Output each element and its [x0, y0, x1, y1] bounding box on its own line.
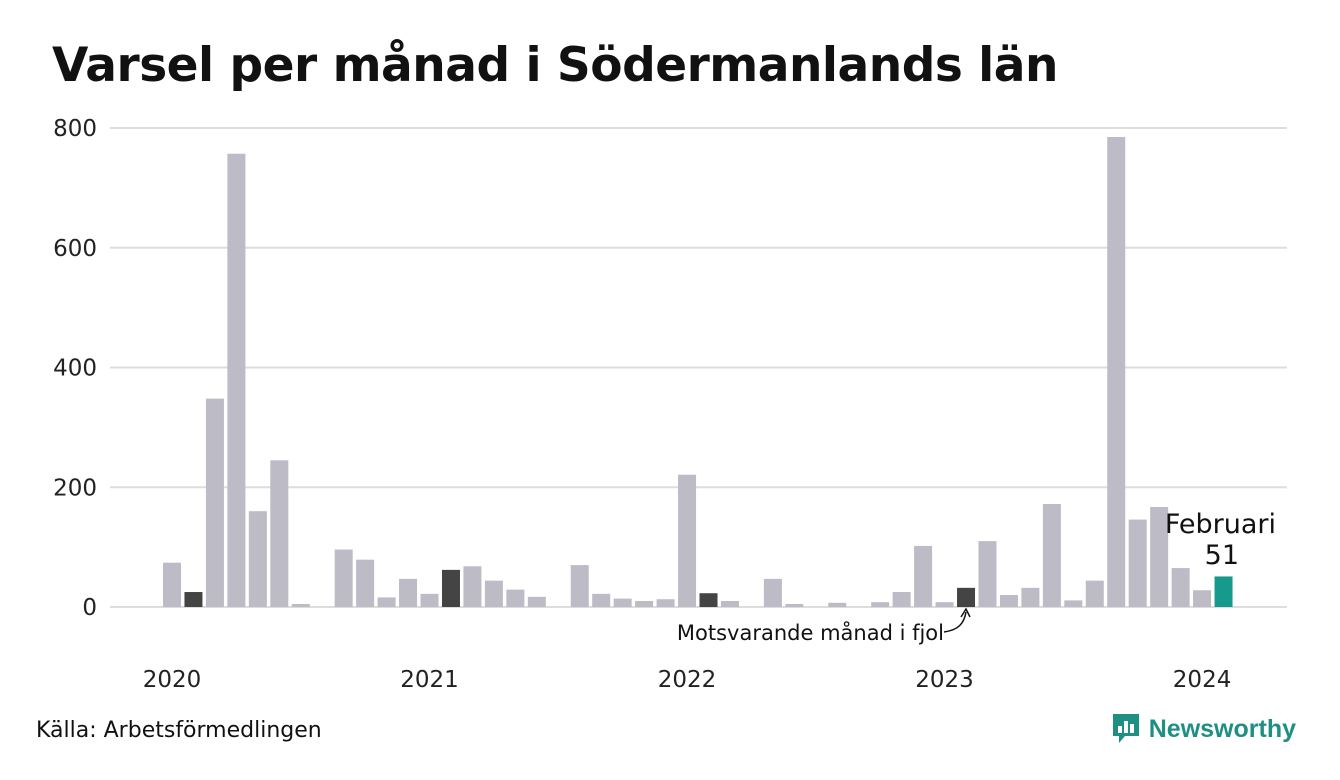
bar — [1021, 587, 1040, 607]
annotation: Motsvarande månad i fjol — [677, 607, 971, 645]
bar-current-month — [1214, 576, 1233, 607]
bar-same-month-previous-year — [699, 593, 718, 607]
bar — [914, 545, 933, 607]
brand-name: Newsworthy — [1148, 714, 1296, 743]
bar — [1064, 600, 1083, 607]
x-tick-label: 2020 — [143, 667, 202, 693]
brand: Newsworthy — [1111, 712, 1296, 746]
y-tick-label: 400 — [53, 356, 97, 382]
callout-month: Februari — [1165, 509, 1276, 540]
source-note: Källa: Arbetsförmedlingen — [36, 718, 322, 743]
bar — [484, 580, 503, 607]
y-tick-label: 600 — [53, 236, 97, 262]
bar — [506, 589, 525, 607]
annotation-arrowhead — [960, 607, 971, 618]
bar — [1193, 590, 1212, 607]
x-tick-label: 2021 — [400, 667, 459, 693]
bar — [763, 578, 782, 607]
bar — [656, 599, 675, 607]
bar — [1042, 504, 1061, 607]
bar — [377, 597, 396, 607]
bar — [935, 602, 954, 607]
y-tick-label: 200 — [53, 475, 97, 501]
bar — [270, 460, 289, 607]
bar — [999, 595, 1018, 607]
annotation-arrow — [943, 611, 967, 633]
bar — [720, 601, 739, 607]
bar — [613, 598, 632, 607]
bar — [892, 592, 911, 607]
bar — [205, 398, 224, 607]
annotation-label: Motsvarande månad i fjol — [677, 620, 944, 645]
bar — [978, 541, 997, 607]
callout: Februari 51 — [1165, 509, 1276, 571]
bar — [527, 596, 546, 607]
bar — [463, 566, 482, 607]
bar — [356, 559, 375, 607]
bar-same-month-previous-year — [957, 587, 976, 607]
y-tick-label: 800 — [53, 116, 97, 142]
bar — [399, 578, 418, 607]
bars — [163, 136, 1233, 608]
bar — [420, 593, 439, 607]
x-tick-label: 2022 — [658, 667, 717, 693]
bar-same-month-previous-year — [184, 592, 203, 607]
bar — [291, 604, 310, 607]
y-axis-labels: 0 200 400 600 800 — [53, 116, 97, 621]
bar — [1107, 136, 1126, 608]
bar — [1085, 580, 1104, 607]
bar — [828, 602, 847, 607]
bar — [871, 602, 890, 607]
x-tick-label: 2023 — [915, 667, 974, 693]
bar — [163, 562, 181, 607]
bar — [1150, 507, 1169, 607]
callout-value: 51 — [1205, 540, 1239, 571]
x-tick-label: 2024 — [1173, 667, 1232, 693]
bar — [1128, 519, 1147, 607]
bar-same-month-previous-year — [441, 569, 460, 607]
x-axis-labels: 2020 2021 2022 2023 2024 — [143, 667, 1232, 693]
newsworthy-logo-icon — [1112, 714, 1139, 743]
bar — [570, 565, 589, 607]
bar — [248, 511, 267, 607]
bar — [785, 604, 804, 607]
bar — [1171, 568, 1190, 607]
bar — [592, 593, 611, 607]
chart-title: Varsel per månad i Södermanlands län — [52, 38, 1058, 93]
bar — [635, 601, 654, 607]
bar — [227, 153, 246, 607]
bar — [334, 549, 353, 607]
y-tick-label: 0 — [82, 595, 97, 621]
bar — [678, 474, 697, 607]
